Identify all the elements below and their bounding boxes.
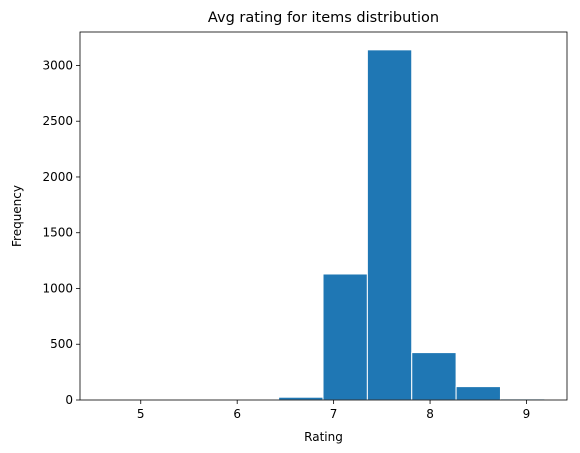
plot-frame: [79, 31, 568, 401]
histogram-bar: [366, 49, 413, 401]
y-tick-label: 2500: [42, 114, 73, 128]
histogram-bar: [322, 273, 368, 401]
y-tick-label: 2000: [42, 170, 73, 184]
y-tick-label: 3000: [42, 58, 73, 72]
chart-title: Avg rating for items distribution: [208, 10, 439, 26]
x-axis-title: Rating: [304, 430, 343, 444]
histogram-bar: [455, 386, 501, 401]
x-tick-label: 5: [137, 407, 145, 421]
histogram-bar: [278, 396, 324, 401]
x-tick-label: 6: [233, 407, 241, 421]
y-axis-title: Frequency: [10, 185, 24, 247]
x-axis-ticks: 5 6 7 8 9: [137, 400, 530, 421]
bars-group: [101, 49, 546, 401]
histogram-bar: [411, 352, 457, 401]
y-tick-label: 1500: [42, 226, 73, 240]
x-tick-label: 7: [330, 407, 338, 421]
y-tick-label: 500: [50, 337, 73, 351]
y-tick-label: 1000: [42, 281, 73, 295]
x-tick-label: 9: [523, 407, 531, 421]
x-tick-label: 8: [426, 407, 434, 421]
y-tick-label: 0: [65, 393, 73, 407]
y-axis-ticks: 0 500 1000 1500 2000 2500 3000: [42, 58, 80, 407]
